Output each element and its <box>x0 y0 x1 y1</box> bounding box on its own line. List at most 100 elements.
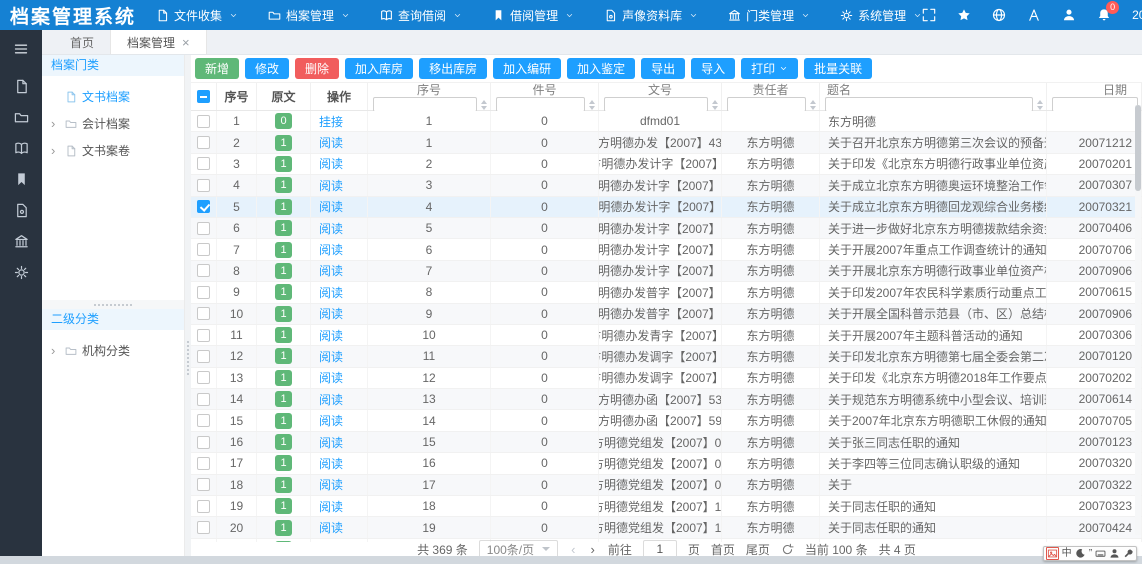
filter-input-seq-no[interactable] <box>373 97 477 112</box>
filter-input-date[interactable] <box>1052 97 1138 112</box>
toolbar-button-7[interactable]: 导出 <box>641 58 685 79</box>
row-action-link[interactable]: 挂接 <box>319 113 343 130</box>
top-menu-item-3[interactable]: 借阅管理 <box>492 7 574 24</box>
row-checkbox[interactable] <box>197 436 210 449</box>
row-checkbox[interactable] <box>197 243 210 256</box>
table-row[interactable]: 161阅读150东方明德党组发【2007】02号东方明德关于张三同志任职的通知2… <box>191 432 1142 453</box>
vertical-scrollbar[interactable] <box>1135 105 1141 535</box>
row-action-link[interactable]: 阅读 <box>319 369 343 386</box>
table-row[interactable]: 101阅读90东方明德办发普字【2007】32号东方明德关于开展全国科普示范县（… <box>191 304 1142 325</box>
table-row[interactable]: 31阅读20东方明德办发计字【2007】4号东方明德关于印发《北京东方明德行政事… <box>191 154 1142 175</box>
secondary-category-item-0[interactable]: ›机构分类 <box>42 337 184 364</box>
top-menu-item-4[interactable]: 声像资料库 <box>604 7 698 24</box>
expand-button[interactable] <box>922 8 936 22</box>
toolbar-button-5[interactable]: 加入编研 <box>493 58 561 79</box>
first-page-button[interactable]: 首页 <box>711 541 735 558</box>
tab-0[interactable]: 首页 <box>54 30 110 54</box>
filter-input-responsible[interactable] <box>727 97 806 112</box>
row-checkbox[interactable] <box>197 393 210 406</box>
row-checkbox[interactable] <box>197 264 210 277</box>
row-checkbox[interactable] <box>197 371 210 384</box>
ime-lang-indicator[interactable] <box>1046 547 1059 560</box>
table-row[interactable]: 111阅读100东方明德办发青字【2007】8号东方明德关于开展2007年主题科… <box>191 325 1142 346</box>
row-checkbox[interactable] <box>197 521 210 534</box>
toolbar-button-9[interactable]: 打印 <box>741 58 798 79</box>
moon-icon[interactable] <box>1075 548 1086 559</box>
table-row[interactable]: 131阅读120东方明德办发调字【2007】5号东方明德关于印发《北京东方明德2… <box>191 368 1142 389</box>
row-action-link[interactable]: 阅读 <box>319 391 343 408</box>
toolbar-button-10[interactable]: 批量关联 <box>804 58 872 79</box>
row-action-link[interactable]: 阅读 <box>319 412 343 429</box>
table-row[interactable]: 21阅读10东方明德办发【2007】43号东方明德关于召开北京东方明德第三次会议… <box>191 132 1142 153</box>
row-checkbox[interactable] <box>197 286 210 299</box>
sidebar-item-6[interactable] <box>14 265 29 283</box>
row-action-link[interactable]: 阅读 <box>319 198 343 215</box>
letter-a-button[interactable] <box>1027 8 1041 22</box>
wrench-icon[interactable] <box>1123 548 1134 559</box>
row-checkbox[interactable] <box>197 414 210 427</box>
last-page-button[interactable]: 尾页 <box>746 541 770 558</box>
table-row[interactable]: 81阅读70东方明德办发计字【2007】33号东方明德关于开展北京东方明德行政事… <box>191 261 1142 282</box>
table-row[interactable]: 61阅读50东方明德办发计字【2007】15号东方明德关于进一步做好北京东方明德… <box>191 218 1142 239</box>
vscroll-thumb[interactable] <box>1135 105 1141 191</box>
category-item-2[interactable]: ›文书案卷 <box>42 137 184 164</box>
row-action-link[interactable]: 阅读 <box>319 476 343 493</box>
row-action-link[interactable]: 阅读 <box>319 519 343 536</box>
spinner-icon[interactable] <box>589 100 595 110</box>
row-checkbox[interactable] <box>197 115 210 128</box>
sidebar-item-5[interactable] <box>14 234 29 252</box>
tab-1[interactable]: 档案管理× <box>110 30 207 54</box>
notifications-button[interactable]: 0 <box>1097 8 1111 22</box>
top-menu-item-1[interactable]: 档案管理 <box>268 7 350 24</box>
sidebar-item-3[interactable] <box>14 172 29 190</box>
filter-input-doc-no[interactable] <box>604 97 708 112</box>
toolbar-button-0[interactable]: 新增 <box>195 58 239 79</box>
toolbar-button-2[interactable]: 删除 <box>295 58 339 79</box>
row-action-link[interactable]: 阅读 <box>319 327 343 344</box>
sidebar-item-1[interactable] <box>14 110 29 128</box>
category-item-1[interactable]: ›会计档案 <box>42 110 184 137</box>
row-action-link[interactable]: 阅读 <box>319 305 343 322</box>
row-checkbox[interactable] <box>197 478 210 491</box>
row-checkbox[interactable] <box>197 329 210 342</box>
next-page-button[interactable]: › <box>588 542 596 557</box>
sidebar-item-2[interactable] <box>14 141 29 159</box>
row-checkbox[interactable] <box>197 350 210 363</box>
globe-button[interactable] <box>992 8 1006 22</box>
row-action-link[interactable]: 阅读 <box>319 498 343 515</box>
table-row[interactable]: 181阅读170东方明德党组发【2007】09号东方明德关于20070322 <box>191 475 1142 496</box>
collapse-menu-button[interactable] <box>13 41 29 60</box>
row-action-link[interactable]: 阅读 <box>319 155 343 172</box>
row-action-link[interactable]: 阅读 <box>319 262 343 279</box>
toolbar-button-6[interactable]: 加入鉴定 <box>567 58 635 79</box>
sidebar-item-0[interactable] <box>14 79 29 97</box>
toolbar-button-8[interactable]: 导入 <box>691 58 735 79</box>
filter-input-title[interactable] <box>825 97 1033 112</box>
row-checkbox[interactable] <box>197 136 210 149</box>
sidebar-item-4[interactable] <box>14 203 29 221</box>
spinner-icon[interactable] <box>810 100 816 110</box>
category-item-0[interactable]: ›文书档案 <box>42 83 184 110</box>
spinner-icon[interactable] <box>712 100 718 110</box>
row-checkbox[interactable] <box>197 307 210 320</box>
horizontal-splitter[interactable] <box>42 300 184 309</box>
person-icon[interactable] <box>1109 548 1120 559</box>
table-row[interactable]: 41阅读30东方明德办发计字【2007】10号东方明德关于成立北京东方明德奥运环… <box>191 175 1142 196</box>
spinner-icon[interactable] <box>1037 100 1043 110</box>
star-button[interactable] <box>957 8 971 22</box>
table-row[interactable]: 121阅读110东方明德办发调字【2007】3号东方明德关于印发北京东方明德第七… <box>191 346 1142 367</box>
select-all-checkbox[interactable] <box>197 90 210 103</box>
table-row[interactable]: 191阅读180东方明德党组发【2007】10号东方明德关于同志任职的通知200… <box>191 496 1142 517</box>
row-checkbox[interactable] <box>197 179 210 192</box>
top-menu-item-2[interactable]: 查询借阅 <box>380 7 462 24</box>
row-action-link[interactable]: 阅读 <box>319 220 343 237</box>
row-checkbox[interactable] <box>197 222 210 235</box>
row-action-link[interactable]: 阅读 <box>319 348 343 365</box>
top-menu-item-5[interactable]: 门类管理 <box>728 7 810 24</box>
table-row[interactable]: 201阅读190东方明德党组发【2007】16号东方明德关于同志任职的通知200… <box>191 517 1142 538</box>
close-tab-icon[interactable]: × <box>182 36 190 49</box>
row-checkbox[interactable] <box>197 500 210 513</box>
spinner-icon[interactable] <box>481 100 487 110</box>
row-checkbox[interactable] <box>197 457 210 470</box>
row-action-link[interactable]: 阅读 <box>319 134 343 151</box>
